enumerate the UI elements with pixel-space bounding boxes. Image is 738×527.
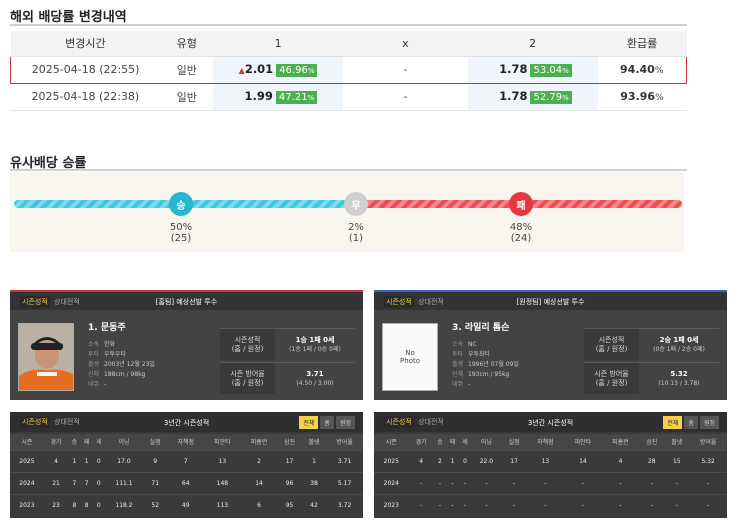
- draw-rate-text: 2% (1): [348, 222, 364, 244]
- odds-time: 2025-04-18 (22:38): [10, 83, 161, 111]
- win-rate-text: 50% (25): [169, 222, 193, 244]
- filter-away-button[interactable]: 원정: [699, 416, 719, 429]
- table-row: 2025 4 1 1 0 17.0 9 7 13 2 17 1 3.71: [10, 449, 363, 472]
- odds-home-percent-badge: 47.21%: [275, 91, 318, 104]
- odds-home-percent-badge: 46.96%: [276, 64, 318, 77]
- odds-away-percent-badge: 53.04%: [530, 64, 572, 77]
- header-home: 1: [213, 31, 343, 57]
- tab-season-stats[interactable]: 시즌성적: [384, 416, 414, 428]
- season-filter-group: 전체 홈 원정: [299, 416, 355, 429]
- table-row: 2025 4 2 1 0 22.0 17 13 14 4 28 15 5.32: [374, 449, 727, 472]
- home-pitcher-panel: 시즌성적 상대전적 [홈팀] 예상선발 투수 1. 문동주 소속 한화 투타 우투우…: [10, 290, 363, 400]
- winrate-section-title: 유사배당 승률: [10, 156, 87, 171]
- odds-section-title: 해외 배당률 변경내역: [10, 10, 127, 25]
- winrate-title-divider: [10, 169, 687, 171]
- filter-away-button[interactable]: 원정: [335, 416, 355, 429]
- odds-away-percent-badge: 52.79%: [530, 91, 572, 104]
- tab-season-stats[interactable]: 시즌성적: [20, 296, 50, 308]
- table-row: 2023 23 8 8 0 118.2 52 49 113 6 95 42 3.72: [10, 493, 363, 516]
- odds-away-cell: 1.78 53.04%: [467, 55, 598, 84]
- away-pitcher-panel: 시즌성적 상대전적 [원정팀] 예상선발 투수 No Photo 3. 라일리 …: [374, 290, 727, 400]
- odds-away-cell: 1.78 52.79%: [467, 83, 598, 111]
- filter-all-button[interactable]: 전체: [663, 416, 683, 429]
- tab-season-stats[interactable]: 시즌성적: [20, 416, 50, 428]
- header-type: 유형: [160, 31, 214, 57]
- tab-head-to-head[interactable]: 상대전적: [418, 418, 444, 426]
- tab-head-to-head[interactable]: 상대전적: [418, 298, 444, 306]
- home-pitcher-name: 1. 문동주: [88, 323, 126, 333]
- win-marker: 승: [169, 192, 193, 216]
- table-row: 2024 21 7 7 0 111.1 71 64 148 14 96 38 5.17: [10, 471, 363, 494]
- tab-season-stats[interactable]: 시즌성적: [384, 296, 414, 308]
- away-pitcher-info: 소속 NC 투타 우투좌타 출생 1996년 07월 09일 신체 193cm / 95…: [452, 341, 519, 388]
- no-photo-text: No Photo: [400, 349, 420, 365]
- odds-header-row: 변경시간 유형 1 x 2 환급률: [10, 31, 687, 57]
- header-refund: 환급률: [597, 31, 687, 57]
- odds-row: 2025-04-18 (22:38) 일반 1.99 47.21% - 1.78 5…: [10, 83, 687, 111]
- odds-history-table: 변경시간 유형 1 x 2 환급률 2025-04-18 (22:55) 일반 …: [10, 31, 687, 111]
- away-pitcher-photo: No Photo: [382, 323, 438, 391]
- away-season-stats-panel: 시즌성적 상대전적 3년간 시즌성적 전체 홈 원정 시즌 경기 승 패 세 이닝 실점 자책…: [374, 412, 727, 518]
- home-season-era: 시즌 방어율 (홈 / 원정) 3.71 (4.50 / 3.00): [220, 362, 355, 394]
- tab-head-to-head[interactable]: 상대전적: [54, 298, 80, 306]
- season-stats-title: 3년간 시즌성적: [527, 419, 574, 427]
- filter-all-button[interactable]: 전체: [299, 416, 319, 429]
- odds-refund: 93.96%: [597, 83, 687, 111]
- header-draw: x: [342, 31, 468, 57]
- odds-title-divider: [10, 24, 687, 26]
- lose-rate-text: 48% (24): [509, 222, 533, 244]
- table-row: 2024- - - - - - - - - - - -: [374, 471, 727, 494]
- odds-type: 일반: [160, 55, 214, 84]
- odds-draw-value: -: [342, 83, 468, 111]
- odds-draw-value: -: [342, 55, 468, 84]
- odds-home-value: 1.99: [244, 89, 273, 103]
- away-season-stats-table: 시즌 경기 승 패 세 이닝 실점 자책점 피안타 피홈런 삼진 볼넷 방어율 2025 4 2 1 0 22.0…: [374, 434, 727, 516]
- away-pitcher-name: 3. 라일리 톰슨: [452, 323, 510, 333]
- season-header-row: 시즌 경기 승 패 세 이닝 실점 자책점 피안타 피홈런 삼진 볼넷 방어율: [374, 434, 727, 450]
- filter-home-button[interactable]: 홈: [320, 416, 334, 429]
- winrate-bar-panel: 승 무 패 50% (25) 2% (1) 48% (24): [10, 172, 684, 252]
- home-season-stats-panel: 시즌성적 상대전적 3년간 시즌성적 전체 홈 원정 시즌 경기 승 패 세 이닝 실점 자책…: [10, 412, 363, 518]
- odds-time: 2025-04-18 (22:55): [10, 55, 161, 84]
- lose-marker: 패: [509, 192, 533, 216]
- home-season-stats-table: 시즌 경기 승 패 세 이닝 실점 자책점 피안타 피홈런 삼진 볼넷 방어율 2025 4 1 1 0 17.0…: [10, 434, 363, 516]
- odds-refund: 94.40%: [597, 55, 687, 84]
- draw-marker: 무: [344, 192, 368, 216]
- home-pitcher-info: 소속 한화 투타 우투우타 출생 2003년 12월 23일 신체 188cm / 98…: [88, 341, 155, 388]
- table-row: 2023- - - - - - - - - - - -: [374, 493, 727, 516]
- away-season-stats-header: 시즌성적 상대전적 3년간 시즌성적 전체 홈 원정: [374, 412, 727, 432]
- home-pitcher-title: [홈팀] 예상선발 투수: [155, 298, 218, 306]
- odds-home-cell: ▲2.01 46.96%: [213, 55, 343, 84]
- header-away: 2: [467, 31, 598, 57]
- tab-head-to-head[interactable]: 상대전적: [54, 418, 80, 426]
- odds-row: 2025-04-18 (22:55) 일반 ▲2.01 46.96% - 1.78…: [10, 55, 687, 84]
- home-season-record: 시즌성적 (홈 / 원정) 1승 1패 0세 (1승 1패 / 0승 0패): [220, 328, 355, 360]
- odds-up-arrow-icon: ▲: [238, 66, 245, 75]
- away-season-record: 시즌성적 (홈 / 원정) 2승 1패 0세 (0승 1패 / 2승 0패): [584, 328, 719, 360]
- season-filter-group: 전체 홈 원정: [663, 416, 719, 429]
- odds-away-value: 1.78: [499, 62, 528, 76]
- header-time: 변경시간: [10, 31, 161, 57]
- home-pitcher-header: 시즌성적 상대전적 [홈팀] 예상선발 투수: [10, 290, 363, 310]
- away-pitcher-header: 시즌성적 상대전적 [원정팀] 예상선발 투수: [374, 290, 727, 310]
- odds-type: 일반: [160, 83, 214, 111]
- season-header-row: 시즌 경기 승 패 세 이닝 실점 자책점 피안타 피홈런 삼진 볼넷 방어율: [10, 434, 363, 450]
- home-season-stats-header: 시즌성적 상대전적 3년간 시즌성적 전체 홈 원정: [10, 412, 363, 432]
- away-season-era: 시즌 방어율 (홈 / 원정) 5.32 (10.13 / 3.78): [584, 362, 719, 394]
- away-pitcher-title: [원정팀] 예상선발 투수: [516, 298, 585, 306]
- odds-home-cell: 1.99 47.21%: [213, 83, 343, 111]
- odds-home-value: 2.01: [244, 62, 274, 76]
- odds-away-value: 1.78: [499, 89, 528, 103]
- player-portrait-icon: [19, 324, 73, 390]
- season-stats-title: 3년간 시즌성적: [163, 419, 210, 427]
- filter-home-button[interactable]: 홈: [684, 416, 698, 429]
- home-pitcher-photo: [18, 323, 74, 391]
